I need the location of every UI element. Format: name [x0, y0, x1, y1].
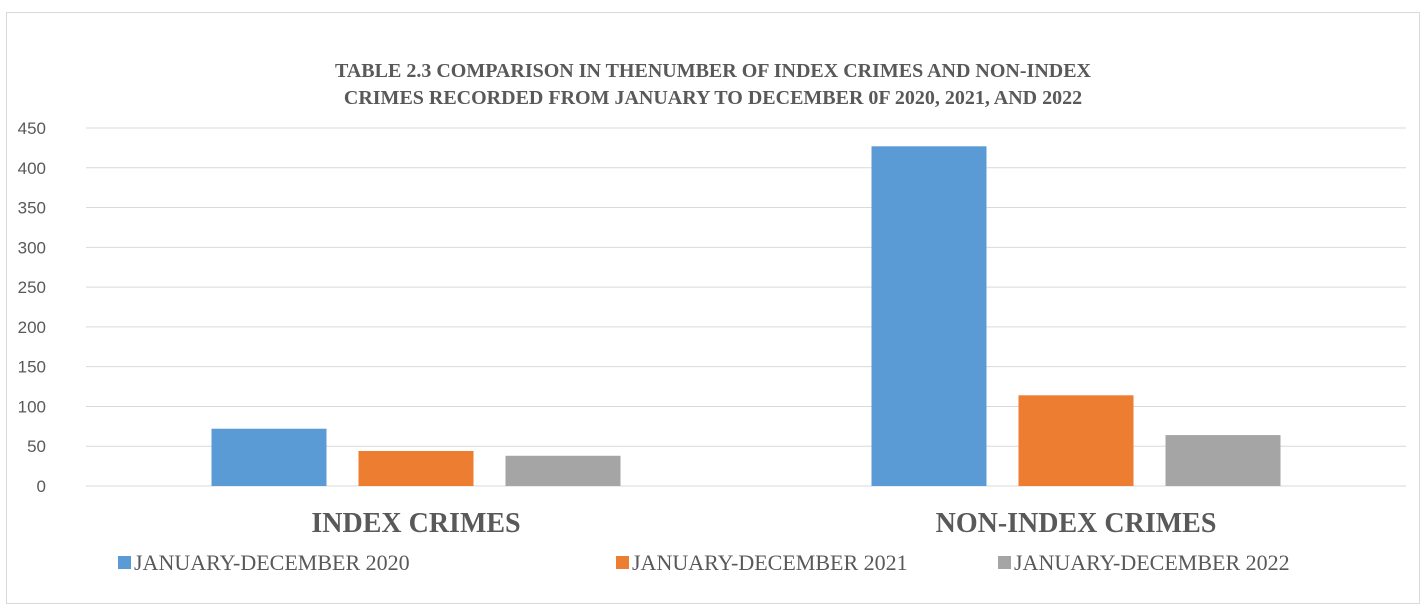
legend-swatch — [616, 556, 629, 569]
bars — [211, 146, 1281, 486]
legend: JANUARY-DECEMBER 2020 JANUARY-DECEMBER 20… — [118, 550, 1290, 575]
bar-0-0 — [211, 428, 327, 486]
category-label: INDEX CRIMES — [311, 508, 520, 539]
y-tick-label: 0 — [37, 477, 46, 496]
y-tick-label: 250 — [18, 278, 46, 297]
bar-1-0 — [871, 146, 987, 486]
y-tick-label: 200 — [18, 318, 46, 337]
chart-title: TABLE 2.3 COMPARISON IN THENUMBER OF IND… — [335, 60, 1092, 109]
chart-frame — [6, 12, 1420, 604]
legend-swatch — [118, 556, 131, 569]
y-tick-label: 350 — [18, 199, 46, 218]
bar-1-2 — [1165, 435, 1281, 486]
y-tick-label: 100 — [18, 397, 46, 416]
legend-label: JANUARY-DECEMBER 2022 — [1014, 550, 1290, 575]
y-tick-label: 300 — [18, 238, 46, 257]
category-labels: INDEX CRIMES NON-INDEX CRIMES — [311, 508, 1216, 539]
chart-title-line-2: CRIMES RECORDED FROM JANUARY TO DECEMBER… — [344, 87, 1082, 109]
category-label: NON-INDEX CRIMES — [936, 508, 1217, 539]
y-axis-tick-labels: 0 50 100 150 200 250 300 350 400 450 — [18, 119, 46, 496]
y-tick-label: 400 — [18, 159, 46, 178]
bar-0-1 — [358, 450, 474, 486]
legend-label: JANUARY-DECEMBER 2021 — [632, 550, 908, 575]
bar-0-2 — [505, 455, 621, 486]
y-tick-label: 450 — [18, 119, 46, 138]
legend-swatch — [998, 556, 1011, 569]
y-tick-label: 150 — [18, 358, 46, 377]
bar-1-1 — [1018, 395, 1134, 486]
y-tick-label: 50 — [27, 437, 46, 456]
chart-title-line-1: TABLE 2.3 COMPARISON IN THENUMBER OF IND… — [335, 60, 1092, 82]
legend-label: JANUARY-DECEMBER 2020 — [134, 550, 410, 575]
